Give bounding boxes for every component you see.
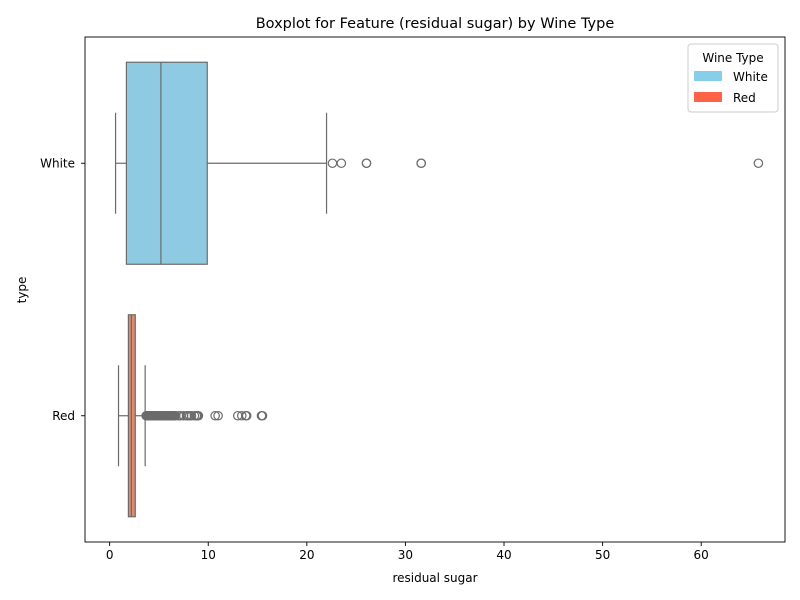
legend-swatch-white — [694, 71, 722, 81]
x-tick-label: 40 — [496, 548, 511, 562]
x-tick-label: 30 — [398, 548, 413, 562]
x-axis-label: residual sugar — [392, 571, 477, 585]
outlier-point-red — [236, 410, 247, 421]
x-tick-label: 60 — [694, 548, 709, 562]
legend-title: Wine Type — [702, 51, 763, 65]
x-tick-label: 0 — [106, 548, 114, 562]
outlier-point-red — [257, 410, 268, 421]
y-axis-label: type — [15, 277, 29, 304]
legend-swatch-red — [694, 92, 722, 102]
axes-frame — [84, 36, 786, 543]
x-axis: 0 10 20 30 40 50 60 — [106, 542, 709, 562]
legend-label-white: White — [733, 70, 768, 84]
outlier-point-red — [193, 410, 204, 421]
outlier-point-red — [213, 410, 223, 421]
outlier-point-white — [361, 158, 372, 169]
y-axis: White Red — [40, 156, 85, 423]
x-tick-label: 20 — [299, 548, 314, 562]
box-group-red — [117, 314, 268, 518]
outlier-point-white — [753, 158, 764, 169]
box-white — [125, 61, 208, 265]
outlier-point-white — [416, 158, 426, 169]
outlier-point-red — [241, 410, 252, 421]
outlier-point-red — [210, 410, 220, 421]
x-tick-label: 50 — [595, 548, 610, 562]
legend: Wine Type White Red — [687, 43, 779, 113]
y-tick-label: White — [40, 156, 75, 170]
plot-area — [114, 61, 764, 518]
chart-title: Boxplot for Feature (residual sugar) by … — [256, 16, 615, 32]
outlier-point-red — [186, 410, 197, 421]
x-tick-label: 10 — [201, 548, 216, 562]
legend-label-red: Red — [733, 91, 756, 105]
y-tick-label: Red — [52, 409, 75, 423]
box-group-white — [114, 61, 764, 265]
outlier-point-white — [336, 158, 347, 169]
